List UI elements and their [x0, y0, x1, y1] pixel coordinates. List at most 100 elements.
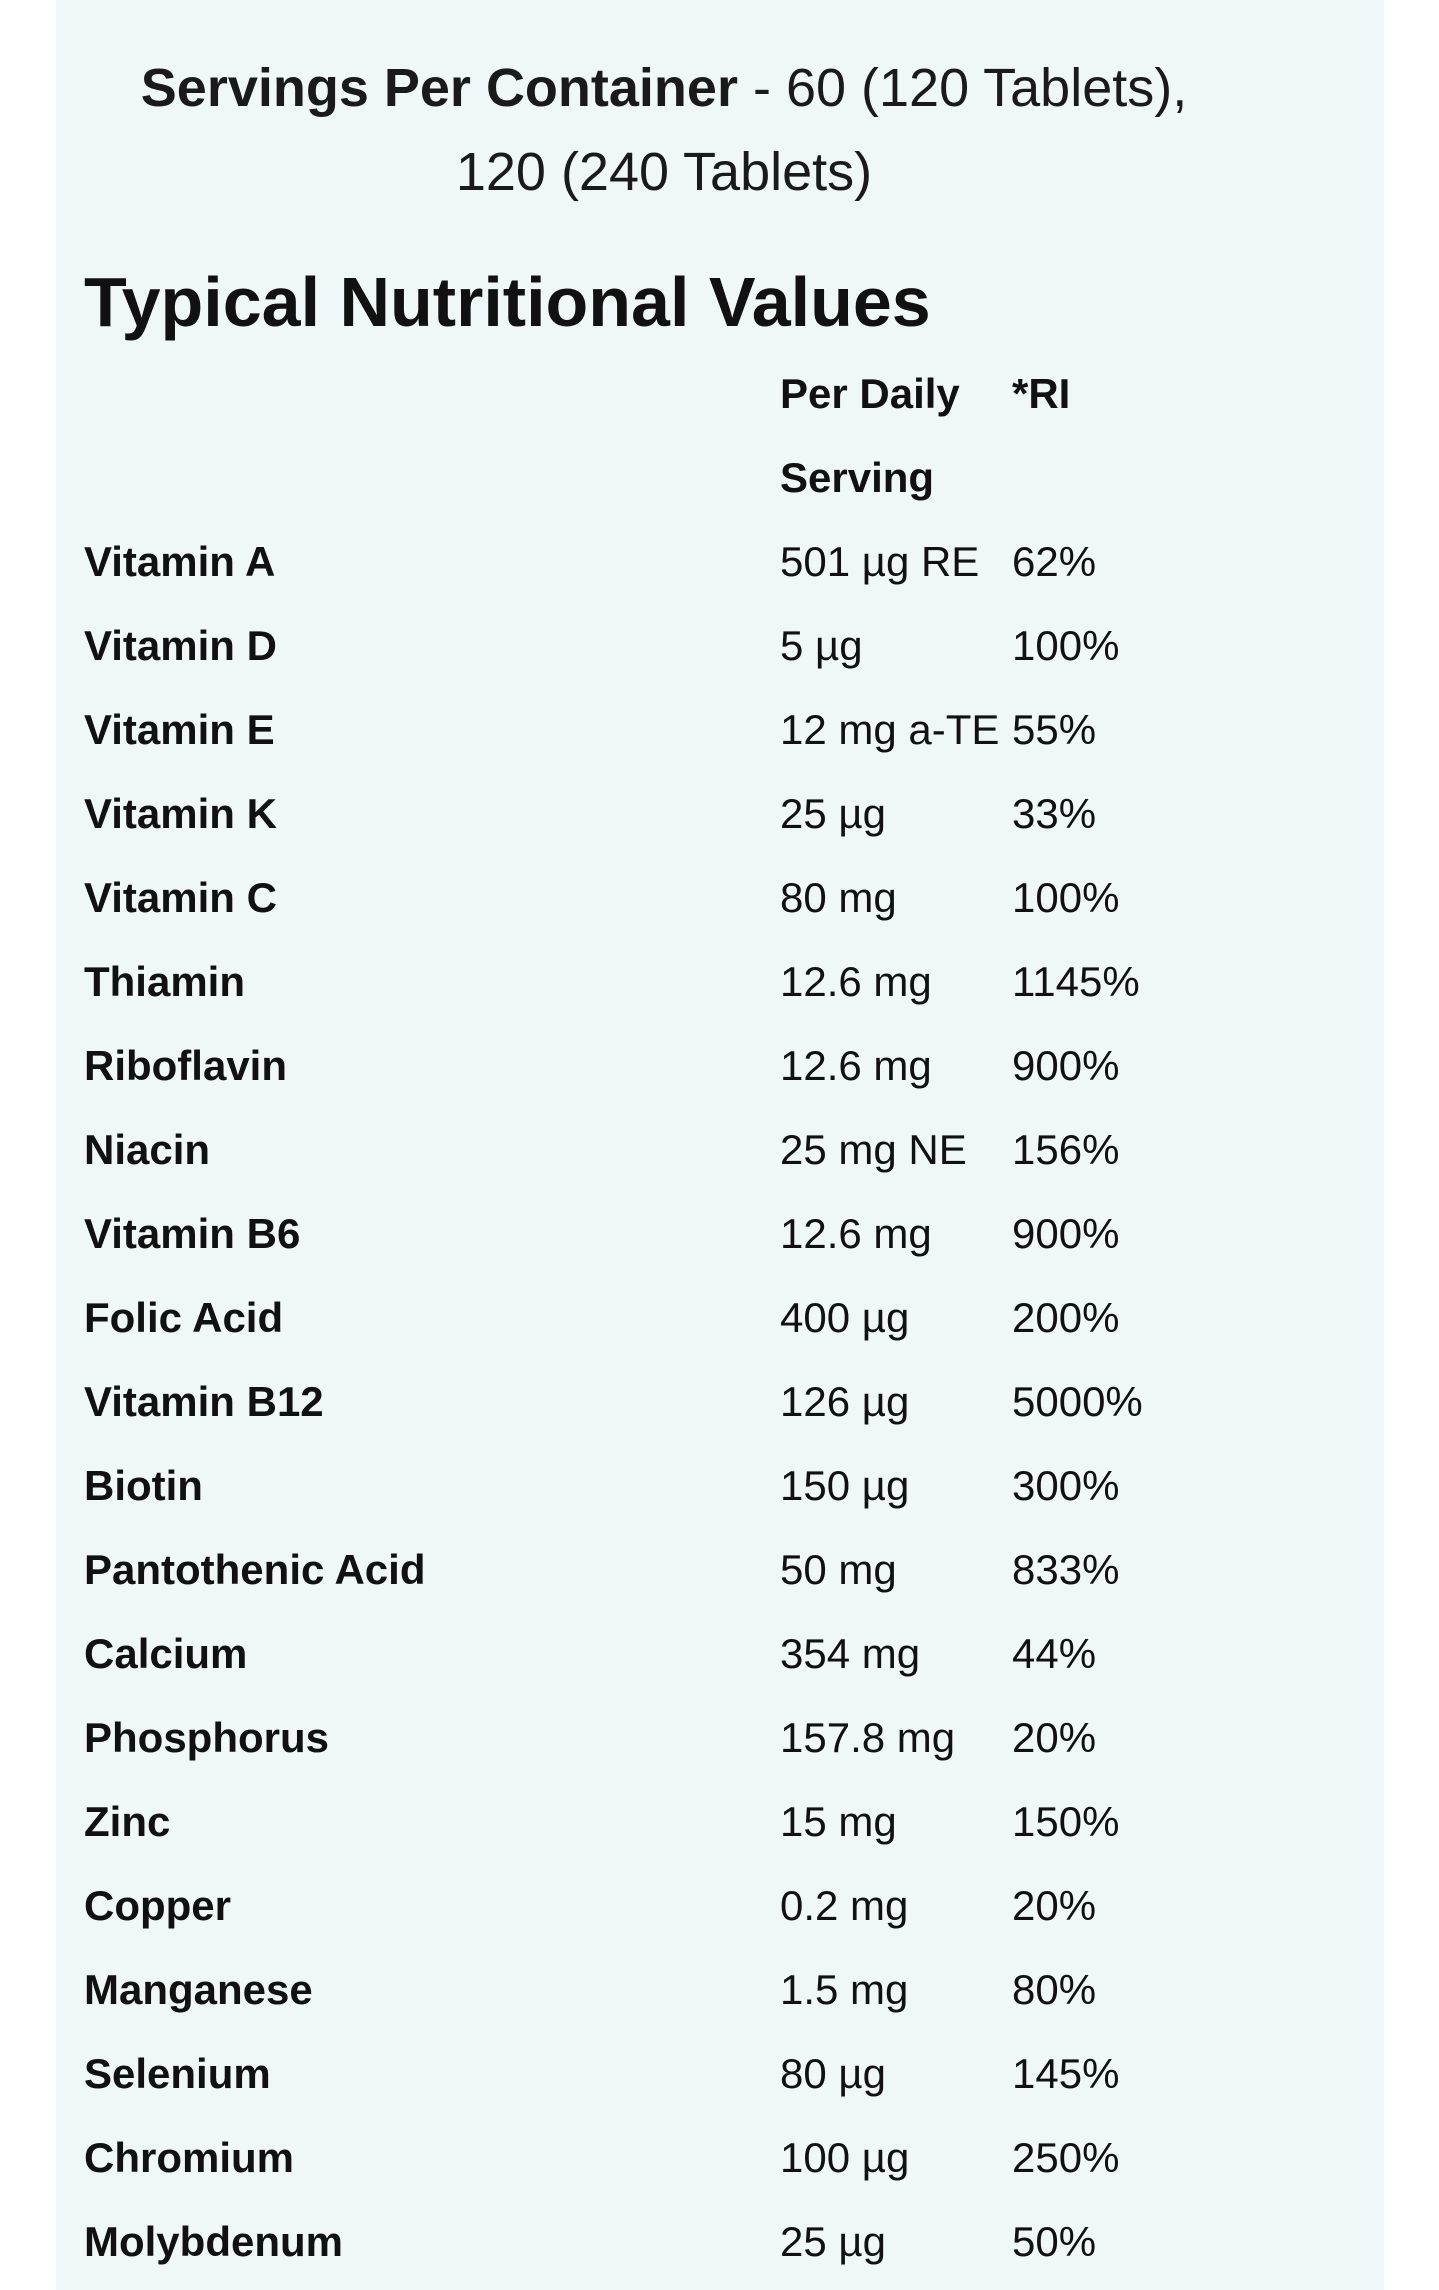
nutrient-amount: 126 µg — [780, 1378, 910, 1425]
header-nutrient — [84, 352, 780, 436]
table-row: Vitamin A 501 µg RE 62% — [84, 520, 1212, 604]
nutrient-ri: 5000% — [1012, 1378, 1143, 1425]
nutrient-name: Phosphorus — [84, 1714, 330, 1761]
nutrient-name: Pantothenic Acid — [84, 1546, 426, 1593]
nutrition-table: Per Daily *RI Serving Vitamin A 501 µg RE… — [84, 352, 1212, 2284]
nutrient-name: Vitamin D — [84, 622, 277, 669]
servings-line-1: Servings Per Container - 60 (120 Tablets… — [56, 46, 1272, 130]
nutrient-amount: 80 µg — [780, 2050, 886, 2097]
nutrient-name: Biotin — [84, 1462, 203, 1509]
table-row: Zinc 15 mg 150% — [84, 1780, 1212, 1864]
servings-value-line-1: - 60 (120 Tablets), — [752, 58, 1188, 118]
nutrient-amount: 501 µg RE — [780, 538, 980, 585]
table-header-row-2: Serving — [84, 436, 1212, 520]
nutrient-name: Selenium — [84, 2050, 271, 2097]
nutrient-amount: 50 mg — [780, 1546, 897, 1593]
nutrient-name: Vitamin A — [84, 538, 276, 585]
nutrient-amount: 80 mg — [780, 874, 897, 921]
nutrient-ri: 20% — [1012, 1882, 1097, 1929]
nutrient-ri: 44% — [1012, 1630, 1097, 1677]
nutrient-amount: 12.6 mg — [780, 1042, 932, 1089]
header-amount-line-2: Serving — [780, 454, 935, 501]
nutrient-name: Vitamin B6 — [84, 1210, 301, 1257]
nutrient-ri: 145% — [1012, 2050, 1120, 2097]
table-row: Selenium 80 µg 145% — [84, 2032, 1212, 2116]
header-spacer — [84, 436, 780, 520]
header-amount-line-1: Per Daily — [780, 370, 960, 417]
nutrient-amount: 5 µg — [780, 622, 863, 669]
nutrient-amount: 150 µg — [780, 1462, 910, 1509]
nutrient-amount: 12 mg a-TE — [780, 706, 1000, 753]
nutrient-ri: 1145% — [1012, 958, 1140, 1005]
table-row: Niacin 25 mg NE 156% — [84, 1108, 1212, 1192]
nutrient-ri: 50% — [1012, 2218, 1097, 2265]
nutrient-ri: 833% — [1012, 1546, 1120, 1593]
table-row: Chromium 100 µg 250% — [84, 2116, 1212, 2200]
nutrient-amount: 25 µg — [780, 2218, 886, 2265]
nutrient-ri: 62% — [1012, 538, 1097, 585]
nutrient-amount: 1.5 mg — [780, 1966, 909, 2013]
table-row: Biotin 150 µg 300% — [84, 1444, 1212, 1528]
nutrient-name: Manganese — [84, 1966, 313, 2013]
table-row: Manganese 1.5 mg 80% — [84, 1948, 1212, 2032]
nutrient-name: Riboflavin — [84, 1042, 288, 1089]
header-per-daily-serving: Per Daily — [780, 352, 1012, 436]
table-row: Vitamin B12 126 µg 5000% — [84, 1360, 1212, 1444]
table-header-row: Per Daily *RI — [84, 352, 1212, 436]
nutrient-amount: 25 mg NE — [780, 1126, 967, 1173]
nutrient-name: Folic Acid — [84, 1294, 284, 1341]
nutrient-name: Calcium — [84, 1630, 248, 1677]
table-row: Vitamin D 5 µg 100% — [84, 604, 1212, 688]
nutrient-name: Niacin — [84, 1126, 211, 1173]
nutrient-ri: 156% — [1012, 1126, 1120, 1173]
nutrient-ri: 20% — [1012, 1714, 1097, 1761]
table-row: Folic Acid 400 µg 200% — [84, 1276, 1212, 1360]
nutrient-amount: 25 µg — [780, 790, 886, 837]
nutrient-name: Zinc — [84, 1798, 171, 1845]
nutrient-name: Vitamin E — [84, 706, 275, 753]
nutrient-name: Vitamin K — [84, 790, 277, 837]
table-row: Vitamin K 25 µg 33% — [84, 772, 1212, 856]
nutrient-amount: 354 mg — [780, 1630, 921, 1677]
servings-value-line-2: 120 (240 Tablets) — [455, 142, 873, 202]
nutrient-name: Vitamin C — [84, 874, 277, 921]
nutrient-ri: 300% — [1012, 1462, 1120, 1509]
table-row: Riboflavin 12.6 mg 900% — [84, 1024, 1212, 1108]
nutrient-amount: 12.6 mg — [780, 958, 932, 1005]
nutrient-name: Chromium — [84, 2134, 294, 2181]
nutrition-panel: Servings Per Container - 60 (120 Tablets… — [56, 0, 1384, 2290]
nutrient-ri: 80% — [1012, 1966, 1097, 2013]
nutrient-amount: 0.2 mg — [780, 1882, 909, 1929]
nutrient-ri: 33% — [1012, 790, 1097, 837]
nutrient-amount: 12.6 mg — [780, 1210, 932, 1257]
nutrient-amount: 15 mg — [780, 1798, 897, 1845]
nutrient-ri: 150% — [1012, 1798, 1120, 1845]
table-row: Thiamin 12.6 mg 1145% — [84, 940, 1212, 1024]
nutrient-ri: 55% — [1012, 706, 1097, 753]
nutrient-ri: 900% — [1012, 1210, 1120, 1257]
table-row: Vitamin B6 12.6 mg 900% — [84, 1192, 1212, 1276]
table-row: Copper 0.2 mg 20% — [84, 1864, 1212, 1948]
table-row: Vitamin E 12 mg a-TE 55% — [84, 688, 1212, 772]
nutrient-name: Vitamin B12 — [84, 1378, 324, 1425]
header-ri: *RI — [1012, 370, 1071, 417]
nutrient-ri: 100% — [1012, 622, 1120, 669]
nutrient-name: Thiamin — [84, 958, 246, 1005]
nutrient-ri: 200% — [1012, 1294, 1120, 1341]
nutrient-name: Molybdenum — [84, 2218, 343, 2265]
nutrient-amount: 100 µg — [780, 2134, 910, 2181]
table-row: Calcium 354 mg 44% — [84, 1612, 1212, 1696]
servings-label: Servings Per Container — [140, 58, 738, 118]
nutrient-amount: 157.8 mg — [780, 1714, 956, 1761]
servings-per-container: Servings Per Container - 60 (120 Tablets… — [56, 46, 1272, 214]
nutrient-amount: 400 µg — [780, 1294, 910, 1341]
header-ri-spacer — [1012, 436, 1212, 520]
table-row: Molybdenum 25 µg 50% — [84, 2200, 1212, 2284]
table-row: Pantothenic Acid 50 mg 833% — [84, 1528, 1212, 1612]
nutrient-ri: 900% — [1012, 1042, 1120, 1089]
nutrient-ri: 100% — [1012, 874, 1120, 921]
nutrient-ri: 250% — [1012, 2134, 1120, 2181]
table-row: Phosphorus 157.8 mg 20% — [84, 1696, 1212, 1780]
nutrient-name: Copper — [84, 1882, 231, 1929]
